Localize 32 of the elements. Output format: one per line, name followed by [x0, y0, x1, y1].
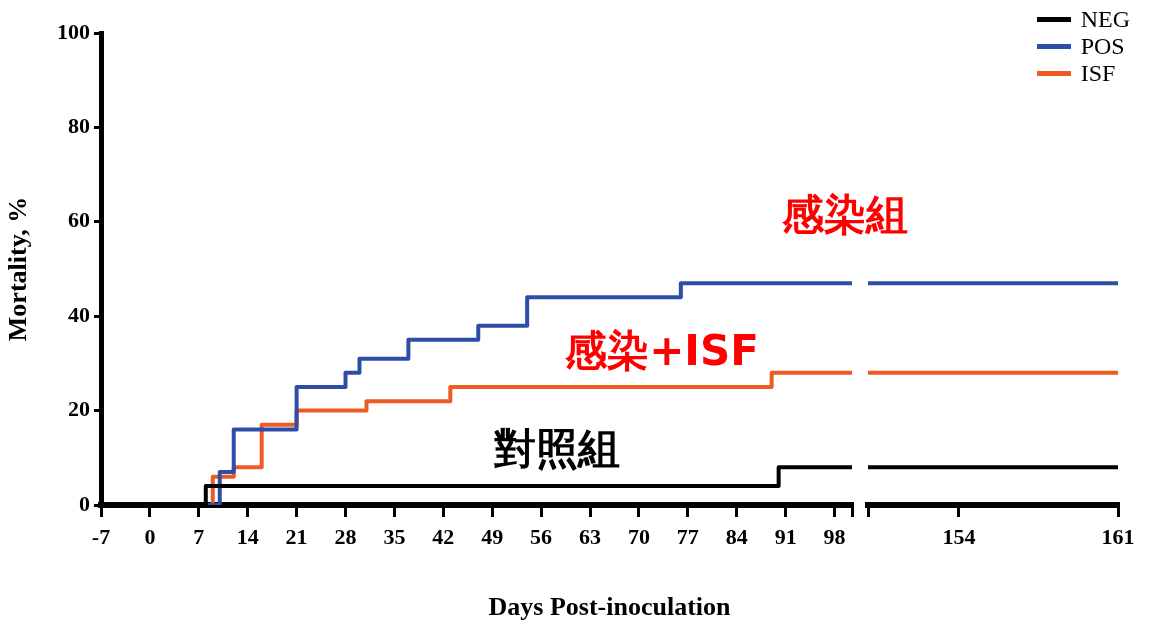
y-tick-label: 100 [57, 18, 90, 44]
annotation: 感染組 [781, 189, 908, 239]
y-tick-label: 60 [68, 207, 90, 233]
y-tick-label: 0 [79, 490, 90, 516]
x-tick-label: 77 [676, 523, 699, 549]
legend-label: NEG [1080, 6, 1130, 33]
x-tick-label: 7 [193, 523, 205, 549]
x-tick-label: 49 [481, 523, 504, 549]
x-tick-label: 161 [1101, 523, 1135, 549]
x-tick-label: 154 [942, 523, 976, 549]
annotation: 感染+ISF [564, 325, 759, 375]
x-tick-label: -7 [91, 523, 111, 549]
x-tick-label: 28 [334, 523, 357, 549]
x-tick-label: 56 [530, 523, 553, 549]
x-tick-label: 70 [627, 523, 650, 549]
x-tick-label: 84 [725, 523, 748, 549]
x-tick-label: 35 [383, 523, 406, 549]
y-tick-label: 20 [68, 396, 90, 422]
x-tick-label: 21 [285, 523, 308, 549]
legend-label: POS [1080, 33, 1125, 60]
x-tick-label: 63 [579, 523, 602, 549]
legend-label: ISF [1080, 60, 1116, 87]
x-tick-label: 91 [774, 523, 797, 549]
x-axis-title: Days Post-inoculation [487, 592, 732, 622]
y-axis-title: Mortality, % [3, 196, 33, 342]
annotation: 對照組 [493, 423, 620, 473]
x-tick-label: 14 [236, 523, 259, 549]
y-tick-label: 80 [68, 113, 90, 139]
x-tick-label: 98 [823, 523, 846, 549]
y-tick-label: 40 [68, 301, 90, 327]
x-tick-label: 0 [144, 523, 156, 549]
x-tick-label: 42 [432, 523, 455, 549]
